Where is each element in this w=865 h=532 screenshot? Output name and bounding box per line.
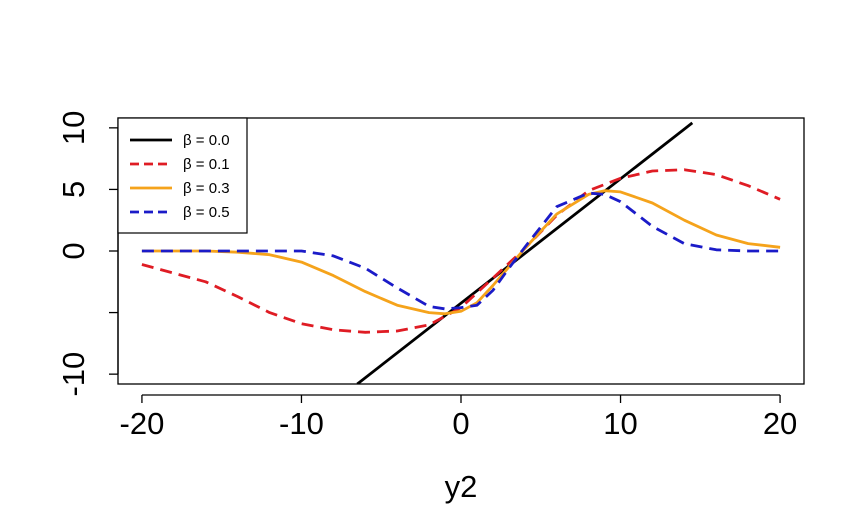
legend-box xyxy=(117,117,248,234)
legend-label-0: β = 0.0 xyxy=(183,132,230,149)
x-tick-label: -10 xyxy=(279,406,324,441)
y-tick-label: -10 xyxy=(56,352,91,397)
axes: -20 -10 0 10 20 -10 0 5 10 xyxy=(56,111,797,441)
legend-label-2: β = 0.3 xyxy=(183,180,230,197)
x-axis-title: y2 xyxy=(445,469,478,504)
y-tick-label: 0 xyxy=(56,242,91,259)
series-line-2 xyxy=(141,189,781,316)
legend-label-3: β = 0.5 xyxy=(183,204,230,221)
x-tick-label: -20 xyxy=(120,406,165,441)
plot-lines xyxy=(141,121,781,384)
y-tick-label: 10 xyxy=(56,111,91,145)
legend: β = 0.0 β = 0.1 β = 0.3 β = 0.5 xyxy=(117,117,248,234)
series-line-0 xyxy=(356,121,694,384)
x-tick-label: 0 xyxy=(452,406,469,441)
legend-label-1: β = 0.1 xyxy=(183,156,230,173)
x-tick-label: 10 xyxy=(603,406,637,441)
series-line-3 xyxy=(141,191,781,311)
series-line-1 xyxy=(141,168,781,334)
y-tick-label: 5 xyxy=(56,181,91,198)
x-tick-label: 20 xyxy=(763,406,797,441)
